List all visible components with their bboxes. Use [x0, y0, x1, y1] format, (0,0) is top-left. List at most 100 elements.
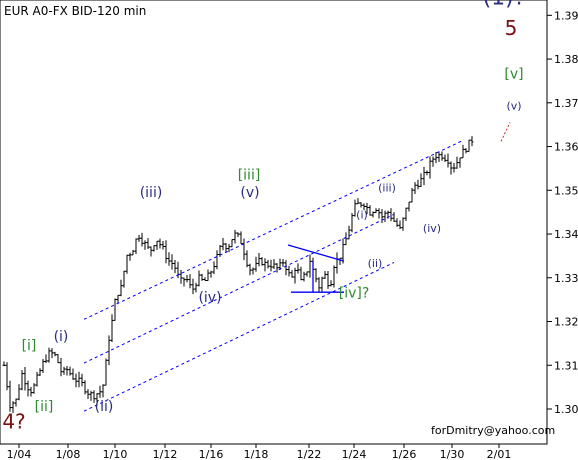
plot-frame	[0, 0, 548, 445]
wave-label: (iii)	[378, 182, 396, 195]
x-tick-label: 1/22	[297, 448, 322, 460]
wave-label: (iii)	[140, 185, 163, 201]
price-bar	[125, 254, 129, 274]
price-bar	[455, 156, 459, 169]
price-bar	[356, 198, 360, 205]
credit-text: forDmitry@yahoo.com	[431, 424, 555, 437]
price-bar	[23, 367, 27, 391]
price-bar	[332, 265, 336, 288]
price-bar	[395, 218, 399, 227]
x-tick-label: 1/18	[244, 448, 269, 460]
price-bar	[62, 366, 66, 375]
x-tick-label: 1/30	[440, 448, 465, 460]
wave-label: 5	[505, 16, 518, 40]
wave-label: (ii)	[368, 257, 383, 270]
price-bar	[188, 274, 192, 289]
price-bar	[434, 152, 438, 164]
price-bar	[101, 384, 105, 398]
x-tick-label: 1/24	[342, 448, 367, 460]
price-bar	[32, 383, 36, 394]
price-bar	[275, 263, 279, 273]
price-bar	[2, 361, 6, 367]
price-bar	[248, 263, 252, 276]
price-bar	[314, 268, 318, 283]
price-bar	[143, 240, 147, 250]
price-bar	[170, 254, 174, 270]
price-bar	[431, 156, 435, 167]
price-bar	[290, 270, 294, 278]
price-bar	[116, 294, 120, 304]
x-tick-label: 1/16	[199, 448, 224, 460]
price-bar	[260, 257, 264, 266]
price-bar	[38, 368, 42, 377]
price-bar	[266, 259, 270, 269]
y-tick-label: 1.33	[554, 272, 578, 285]
y-tick-label: 1.37	[554, 97, 578, 110]
price-bar	[302, 271, 306, 282]
price-bar	[293, 267, 297, 284]
price-bar	[257, 252, 261, 267]
projection-line	[500, 122, 511, 142]
price-bar	[377, 208, 381, 219]
price-bar	[287, 265, 291, 277]
price-bar	[269, 259, 273, 272]
price-bar	[326, 271, 330, 289]
price-bar	[137, 234, 141, 242]
price-bar	[152, 245, 156, 252]
price-bar	[164, 240, 168, 264]
price-bar	[53, 351, 57, 357]
price-bar	[29, 386, 33, 397]
price-bar	[65, 366, 69, 376]
price-bar	[5, 362, 9, 391]
price-bar	[347, 225, 351, 240]
price-bar	[440, 151, 444, 161]
price-bar	[389, 208, 393, 222]
price-bar	[425, 170, 429, 176]
price-bar	[272, 259, 276, 269]
price-bar	[128, 252, 132, 261]
wave-label: (v)	[506, 99, 521, 112]
price-bar	[392, 212, 396, 222]
price-bar	[353, 199, 357, 217]
price-bar	[470, 136, 474, 147]
price-bar	[71, 368, 75, 380]
price-bar	[371, 211, 375, 218]
price-bar	[44, 354, 48, 364]
price-bar	[398, 220, 402, 230]
price-bar	[173, 260, 177, 274]
price-bar	[107, 335, 111, 366]
wave-label: (i)	[356, 209, 368, 222]
price-bar	[464, 148, 468, 154]
price-bar	[239, 231, 243, 245]
y-tick-label: 1.30	[554, 403, 578, 416]
price-bar	[221, 237, 225, 251]
price-bar	[11, 401, 15, 414]
price-bar	[155, 240, 159, 250]
x-tick-label: 1/04	[7, 448, 32, 460]
y-tick-label: 1.32	[554, 316, 578, 329]
price-bar	[224, 242, 228, 252]
wave-label: (ii)	[95, 399, 114, 415]
price-bar	[194, 282, 198, 293]
price-bar	[251, 267, 255, 275]
price-bar	[401, 217, 405, 231]
price-bar	[95, 393, 99, 406]
price-bar	[443, 154, 447, 163]
y-tick-label: 1.36	[554, 141, 578, 154]
price-bar	[83, 380, 87, 395]
price-bar	[119, 279, 123, 297]
price-bar	[110, 314, 114, 342]
wave-label: (1)?	[483, 0, 526, 10]
price-bar	[296, 263, 300, 274]
y-tick-label: 1.38	[554, 53, 578, 66]
price-bar	[422, 166, 426, 186]
price-bar	[359, 202, 363, 208]
price-bar	[182, 277, 186, 287]
price-bar	[374, 208, 378, 214]
price-bar	[92, 390, 96, 403]
price-bar	[89, 390, 93, 401]
channel-line	[83, 139, 465, 320]
price-bar	[179, 269, 183, 284]
wave-label: [ii]	[35, 399, 54, 415]
price-bar	[35, 371, 39, 387]
